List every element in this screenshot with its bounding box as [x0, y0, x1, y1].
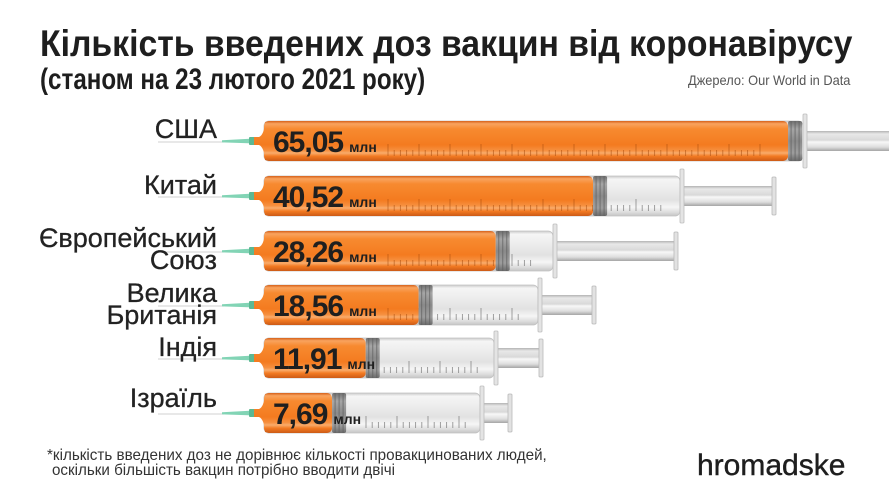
value-number: 28,26 — [273, 236, 343, 269]
barrel-flange — [679, 168, 685, 224]
plunger-rod — [484, 403, 508, 423]
value-number: 11,91 — [273, 343, 342, 376]
value-label: 40,52 млн — [273, 181, 377, 214]
plunger-rod — [807, 131, 889, 151]
needle — [222, 248, 252, 254]
plunger-cap — [673, 231, 679, 271]
category-label: Індія — [158, 332, 217, 362]
value-label: 18,56 млн — [273, 290, 377, 323]
needle-hub — [249, 354, 255, 362]
category-label: Британія — [106, 300, 217, 330]
footnote-line-2: оскільки більшість вакцин потрібно вводи… — [52, 462, 395, 479]
plunger-rod — [498, 348, 539, 368]
plunger-cap — [507, 393, 513, 433]
category-label: Велика — [126, 278, 217, 308]
plunger-rod — [557, 241, 674, 261]
chart-title: Кількість введених доз вакцин від корона… — [40, 23, 853, 64]
value-label: 28,26 млн — [273, 236, 377, 269]
value-unit: млн — [349, 194, 377, 210]
hromadske-logo: hromadske — [697, 449, 846, 482]
category-label: Китай — [144, 170, 217, 200]
syringe: 18,56 млн — [158, 277, 597, 333]
plunger-cap — [591, 285, 597, 325]
category-label: Європейський — [38, 223, 217, 253]
footnote-line-1: *кількість введених доз не дорівнює кіль… — [47, 447, 547, 464]
bar — [264, 338, 366, 378]
needle — [222, 138, 252, 144]
needle — [222, 355, 252, 361]
plunger-cap — [771, 176, 777, 216]
value-unit: млн — [349, 303, 377, 319]
needle-hub — [249, 301, 255, 309]
value-unit: млн — [349, 249, 377, 265]
needle — [222, 193, 252, 199]
needle-hub — [249, 409, 255, 417]
needle — [222, 302, 252, 308]
barrel-flange — [479, 385, 485, 441]
value-label: 65,05 млн — [273, 126, 377, 159]
needle-hub — [249, 247, 255, 255]
bar — [264, 176, 594, 216]
plunger-rod — [542, 295, 592, 315]
needle-hub — [249, 137, 255, 145]
syringe: 40,52 млн — [158, 168, 777, 224]
category-label: Союз — [149, 245, 217, 275]
barrel-flange — [552, 223, 558, 279]
value-label: 11,91 млн — [273, 343, 375, 376]
bar — [264, 121, 789, 161]
value-number: 18,56 — [273, 290, 343, 323]
syringe: 28,26 млн — [158, 223, 679, 279]
bar — [264, 285, 419, 325]
category-label: Ізраїль — [129, 383, 218, 413]
needle-hub — [249, 192, 255, 200]
category-label: США — [154, 114, 218, 144]
value-unit: млн — [347, 356, 375, 372]
plunger-cap — [538, 338, 544, 378]
chart-subtitle: (станом на 23 лютого 2021 року) — [40, 63, 426, 96]
barrel-flange — [537, 277, 543, 333]
needle — [222, 410, 252, 416]
syringe: 65,05 млн — [158, 113, 889, 169]
value-number: 65,05 — [273, 126, 343, 159]
value-number: 40,52 — [273, 181, 343, 214]
value-label: 7,69 млн — [273, 398, 361, 431]
barrel-flange — [802, 113, 808, 169]
syringe: 11,91 млн — [158, 330, 544, 386]
value-number: 7,69 — [273, 398, 328, 431]
barrel-flange — [493, 330, 499, 386]
value-unit: млн — [333, 411, 361, 427]
source-note: Джерело: Our World in Data — [687, 72, 850, 88]
value-unit: млн — [349, 139, 377, 155]
syringe: 7,69 млн — [158, 385, 513, 441]
plunger-rod — [684, 186, 772, 206]
bar — [264, 393, 333, 433]
